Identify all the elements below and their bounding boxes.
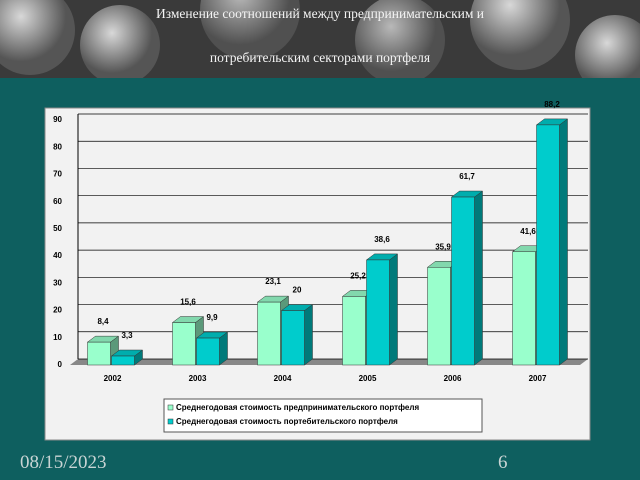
value-label: 3,3 — [121, 331, 133, 340]
bar — [427, 267, 451, 366]
x-tick-label: 2004 — [274, 374, 292, 383]
banner-image — [0, 0, 640, 78]
legend-swatch — [167, 404, 174, 411]
chart-area — [44, 107, 591, 441]
value-label: 23,1 — [265, 277, 281, 286]
x-tick-label: 2006 — [444, 374, 462, 383]
y-tick-label: 90 — [53, 115, 62, 124]
x-tick-label: 2003 — [189, 374, 207, 383]
legend-swatch — [167, 418, 174, 425]
bar — [111, 355, 135, 366]
value-label: 41,6 — [520, 227, 536, 236]
bar — [281, 310, 305, 366]
bar-side — [559, 118, 568, 366]
y-tick-label: 0 — [58, 360, 63, 369]
x-tick-label: 2007 — [529, 374, 547, 383]
bar — [342, 296, 366, 366]
value-label: 88,2 — [544, 100, 560, 109]
bar-side — [389, 253, 398, 366]
bar — [257, 301, 281, 366]
value-label: 9,9 — [206, 313, 218, 322]
page-number: 6 — [498, 452, 508, 473]
value-label: 25,2 — [350, 272, 366, 281]
value-label: 35,9 — [435, 242, 451, 251]
bar-side — [304, 304, 313, 366]
legend-label: Среднегодовая стоимость предпринимательс… — [176, 403, 419, 412]
legend-box — [163, 398, 483, 433]
value-label: 61,7 — [459, 172, 475, 181]
y-tick-label: 40 — [53, 251, 62, 260]
floor — [70, 359, 588, 365]
bar — [451, 196, 475, 366]
slide-title: Изменение соотношений между предпринимат… — [155, 6, 485, 65]
legend-label: Среднегодовая стоимость портебительского… — [176, 417, 398, 426]
y-tick-label: 60 — [53, 197, 62, 206]
y-tick-label: 20 — [53, 306, 62, 315]
footer-date: 08/15/2023 — [20, 452, 107, 473]
x-tick-label: 2002 — [104, 374, 122, 383]
y-tick-label: 80 — [53, 142, 62, 151]
y-tick-label: 30 — [53, 278, 62, 287]
value-label: 8,4 — [97, 317, 109, 326]
y-tick-label: 70 — [53, 170, 62, 179]
bar — [196, 337, 220, 366]
value-label: 20 — [293, 286, 302, 295]
value-label: 15,6 — [180, 298, 196, 307]
y-tick-label: 50 — [53, 224, 62, 233]
bar — [87, 341, 111, 366]
y-tick-label: 10 — [53, 333, 62, 342]
value-label: 38,6 — [374, 235, 390, 244]
bar — [536, 124, 560, 366]
bar — [366, 259, 390, 366]
bar — [172, 322, 196, 366]
x-tick-label: 2005 — [359, 374, 377, 383]
bar — [512, 251, 536, 366]
bar-side — [474, 190, 483, 366]
